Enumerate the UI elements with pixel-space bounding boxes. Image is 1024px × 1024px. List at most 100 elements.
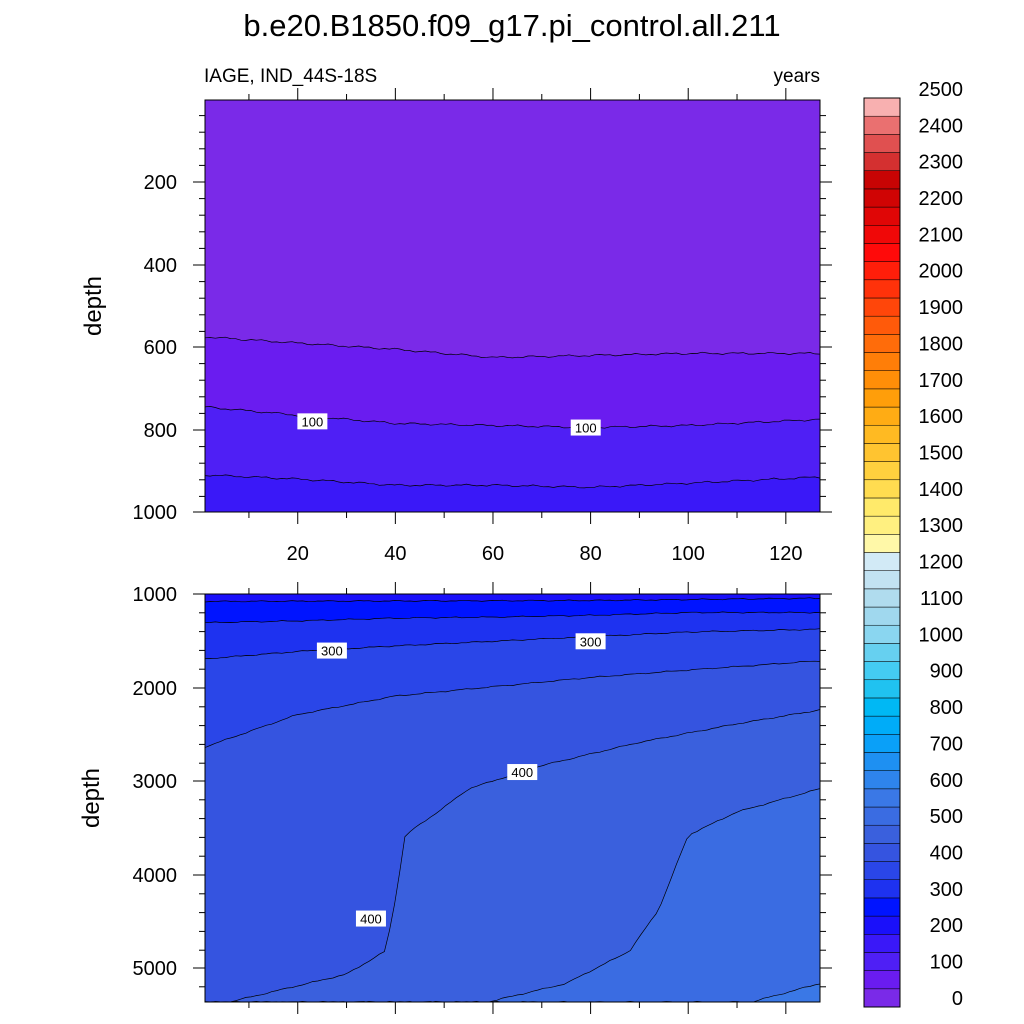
y-tick-label: 2000 <box>133 678 178 700</box>
contour-line <box>205 597 820 603</box>
colorbar-swatch <box>863 715 901 735</box>
colorbar-label: 0 <box>952 988 963 1010</box>
colorbar-swatch <box>863 461 901 481</box>
colorbar-swatch <box>863 297 901 317</box>
y-tick-label: 200 <box>144 172 177 194</box>
colorbar-swatch <box>863 588 901 608</box>
colorbar-swatch <box>863 988 901 1008</box>
contour-label: 100 <box>570 419 601 436</box>
contour-label-text: 300 <box>580 634 602 649</box>
contour-label-text: 400 <box>511 765 533 780</box>
colorbar-swatch <box>863 570 901 590</box>
contour-label: 100 <box>297 413 328 430</box>
y-tick-label: 400 <box>144 255 177 277</box>
colorbar-swatch <box>863 97 901 117</box>
contour-band <box>205 788 820 1002</box>
colorbar-label: 1700 <box>919 370 964 392</box>
colorbar-swatch <box>863 697 901 717</box>
colorbar-swatch <box>863 206 901 226</box>
colorbar-label: 2300 <box>919 152 964 174</box>
colorbar-swatch <box>863 243 901 262</box>
y-tick-label: 4000 <box>133 865 178 887</box>
chart-title: b.e20.B1850.f09_g17.pi_control.all.211 <box>243 8 780 43</box>
y-tick-label: 1000 <box>133 502 178 524</box>
colorbar-label: 2400 <box>919 115 964 137</box>
colorbar-frame <box>863 97 901 1008</box>
y-tick-label: 3000 <box>133 771 178 793</box>
colorbar-label: 2200 <box>919 188 964 210</box>
colorbar-swatch <box>863 806 901 826</box>
colorbar-swatch <box>863 225 901 244</box>
colorbar-label: 700 <box>930 733 963 755</box>
contour-label-box <box>575 633 606 650</box>
colorbar-swatch <box>863 170 901 190</box>
colorbar-swatch <box>863 424 901 444</box>
colorbar-swatch <box>863 188 901 208</box>
variable-label: IAGE, IND_44S-18S <box>204 66 377 87</box>
y-tick-label: 600 <box>144 337 177 359</box>
contour-label: 400 <box>507 764 538 781</box>
colorbar-swatch <box>863 370 901 390</box>
colorbar-swatch <box>863 624 901 644</box>
contour-label-box <box>297 413 328 430</box>
colorbar-swatch <box>863 643 901 662</box>
colorbar-label: 400 <box>930 842 963 864</box>
colorbar-swatch <box>863 497 901 517</box>
colorbar-swatch <box>863 952 901 971</box>
colorbar-swatch <box>863 515 901 535</box>
colorbar-swatch <box>863 279 901 299</box>
contour-line <box>205 660 820 748</box>
colorbar-swatch <box>863 606 901 626</box>
contour-band <box>205 474 820 512</box>
x-tick-label: 100 <box>672 543 705 565</box>
plot-frame <box>204 99 821 513</box>
contour-label-box <box>507 764 538 781</box>
contour-label-box <box>355 910 386 927</box>
x-tick-label: 120 <box>769 543 802 565</box>
contour-label-text: 100 <box>575 421 597 436</box>
colorbar-label: 2000 <box>919 261 964 283</box>
colorbar-swatch <box>863 843 901 862</box>
colorbar-label: 1500 <box>919 443 964 465</box>
contour-label-box <box>316 642 347 659</box>
colorbar-swatch <box>863 861 901 880</box>
y-tick-label: 800 <box>144 420 177 442</box>
contour-label-text: 100 <box>302 414 324 429</box>
units-label: years <box>774 66 820 87</box>
colorbar-swatch <box>863 534 901 553</box>
contour-label: 300 <box>575 633 606 650</box>
colorbar-label: 500 <box>930 806 963 828</box>
colorbar-swatch <box>863 134 901 153</box>
contour-label-text: 300 <box>321 644 343 659</box>
contour-line <box>205 474 820 489</box>
contour-line <box>205 336 820 359</box>
colorbar-label: 300 <box>930 879 963 901</box>
plot-frame <box>204 593 821 1003</box>
y-tick-label: 1000 <box>133 584 178 606</box>
colorbar-swatch <box>863 388 901 408</box>
colorbar-label: 2500 <box>919 79 964 101</box>
colorbar-label: 1000 <box>919 624 964 646</box>
contour-label-text: 400 <box>360 912 382 927</box>
x-tick-label: 20 <box>287 543 309 565</box>
colorbar-label: 800 <box>930 697 963 719</box>
contour-label: 300 <box>316 642 347 659</box>
colorbar-label: 600 <box>930 770 963 792</box>
colorbar-swatch <box>863 970 901 990</box>
colorbar-label: 2100 <box>919 224 964 246</box>
contour-fills: 300 300 400 400 <box>205 594 820 1002</box>
colorbar-swatch <box>863 352 901 371</box>
colorbar-swatch <box>863 406 901 426</box>
colorbar-swatch <box>863 770 901 790</box>
colorbar-swatch <box>863 443 901 462</box>
colorbar-label: 1900 <box>919 297 964 319</box>
colorbar-swatch <box>863 479 901 499</box>
contour-line <box>205 628 820 660</box>
bottom-contour-panel: 300 300 400 400 1000 2000 3000 4000 5000 depth <box>78 582 832 1014</box>
colorbar-label: 1200 <box>919 552 964 574</box>
colorbar-swatch <box>863 334 901 353</box>
colorbar-label: 100 <box>930 952 963 974</box>
contour-label: 400 <box>355 910 386 927</box>
contour-label-box <box>570 419 601 436</box>
y-tick-label: 5000 <box>133 958 178 980</box>
